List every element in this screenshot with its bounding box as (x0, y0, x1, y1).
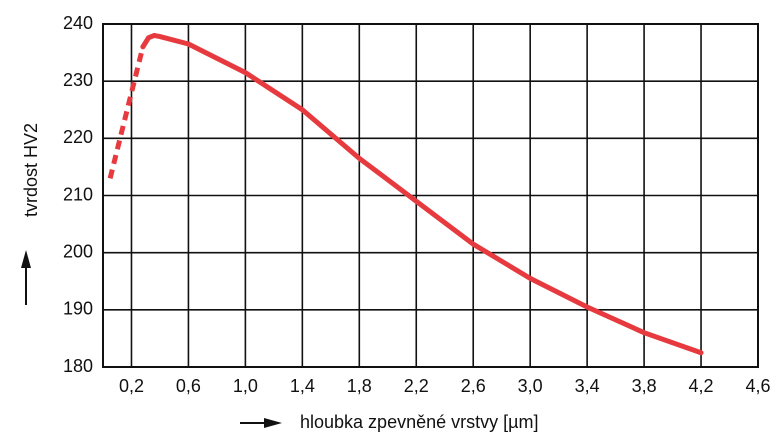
x-tick-label: 3,0 (518, 376, 543, 396)
x-tick-label: 4,2 (689, 376, 714, 396)
x-tick-label: 1,0 (233, 376, 258, 396)
y-tick-label: 210 (63, 184, 93, 204)
x-tick-label: 2,2 (404, 376, 429, 396)
x-tick-label: 0,2 (119, 376, 144, 396)
x-tick-label: 1,8 (347, 376, 372, 396)
y-tick-label: 180 (63, 356, 93, 376)
x-tick-label: 2,6 (461, 376, 486, 396)
y-tick-label: 220 (63, 127, 93, 147)
y-arrow (21, 250, 31, 305)
y-tick-label: 230 (63, 70, 93, 90)
x-tick-label: 0,6 (176, 376, 201, 396)
x-tick-label: 4,6 (745, 376, 770, 396)
curve (107, 46, 146, 179)
x-axis-label: hloubka zpevněné vrstvy [µm] (300, 412, 538, 432)
y-tick-label: 240 (63, 13, 93, 33)
y-axis-label: tvrdost HV2 (21, 123, 41, 217)
x-tick-label: 1,4 (290, 376, 315, 396)
x-tick-label: 3,4 (575, 376, 600, 396)
x-tick-label: 3,8 (632, 376, 657, 396)
y-tick-label: 190 (63, 299, 93, 319)
x-arrow (240, 418, 282, 428)
curve (140, 32, 704, 356)
y-tick-label: 200 (63, 241, 93, 261)
